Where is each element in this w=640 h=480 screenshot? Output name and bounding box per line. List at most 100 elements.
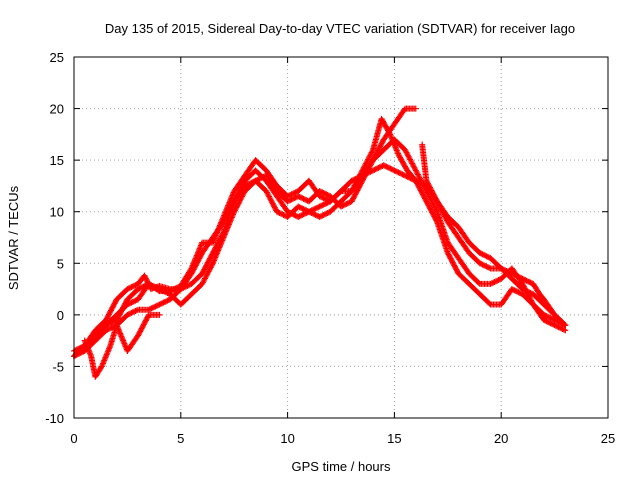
data-point — [394, 168, 401, 175]
data-point — [307, 208, 314, 215]
data-point — [155, 302, 162, 309]
data-point — [297, 212, 304, 219]
data-point — [320, 201, 327, 208]
y-tick-label: 0 — [57, 308, 64, 323]
data-point — [320, 190, 327, 197]
data-point — [288, 191, 295, 198]
data-point — [550, 316, 557, 323]
data-series — [71, 105, 569, 380]
data-point — [562, 322, 569, 329]
data-point — [152, 303, 159, 310]
data-point — [546, 314, 553, 321]
data-point — [105, 320, 112, 327]
data-point — [288, 196, 295, 203]
data-point — [498, 265, 505, 272]
data-point — [257, 175, 264, 182]
data-point — [412, 105, 419, 112]
data-point — [108, 319, 115, 326]
y-tick-label: 5 — [57, 256, 64, 271]
data-point — [132, 297, 139, 304]
data-point — [519, 275, 526, 282]
data-point — [179, 285, 186, 292]
data-point — [143, 282, 150, 289]
plot-frame — [73, 56, 609, 419]
data-point — [164, 297, 171, 304]
data-point — [296, 213, 303, 220]
data-point — [495, 277, 502, 284]
data-point — [131, 308, 138, 315]
data-point — [378, 163, 385, 170]
data-point — [164, 289, 171, 296]
data-point — [400, 171, 407, 178]
data-point — [387, 165, 394, 172]
data-point — [109, 318, 116, 325]
data-point — [149, 282, 156, 289]
data-point — [147, 281, 154, 288]
data-point — [518, 275, 525, 282]
data-point — [296, 193, 303, 200]
data-point — [317, 193, 324, 200]
data-point — [161, 298, 168, 305]
data-point — [317, 188, 324, 195]
y-axis-label: SDTVAR / TECUs — [6, 185, 21, 290]
data-point — [478, 260, 485, 267]
data-point — [320, 195, 327, 202]
data-point — [156, 286, 163, 293]
data-point — [546, 319, 553, 326]
data-point — [374, 165, 381, 172]
data-point — [141, 282, 148, 289]
data-point — [526, 278, 533, 285]
data-point — [157, 300, 164, 307]
x-tick-label: 20 — [494, 431, 508, 446]
data-point — [129, 298, 136, 305]
data-point — [280, 211, 287, 218]
data-point — [103, 322, 110, 329]
data-point — [370, 167, 377, 174]
data-point — [544, 313, 551, 320]
data-point — [107, 325, 114, 332]
data-point — [299, 195, 306, 202]
data-point — [129, 309, 136, 316]
data-point — [502, 267, 509, 274]
data-point — [276, 210, 283, 217]
data-point — [486, 264, 493, 271]
data-point — [515, 273, 522, 280]
data-point — [209, 261, 216, 268]
x-tick-label: 0 — [70, 431, 77, 446]
data-point — [297, 194, 304, 201]
data-point — [107, 320, 114, 327]
data-point — [433, 217, 440, 224]
data-point — [484, 264, 491, 271]
data-point — [542, 317, 549, 324]
series-track-5 — [81, 311, 163, 380]
data-point — [547, 315, 554, 322]
data-point — [156, 311, 163, 318]
data-point — [404, 173, 411, 180]
data-point — [287, 197, 294, 204]
data-point — [321, 190, 328, 197]
data-point — [390, 166, 397, 173]
data-point — [125, 285, 132, 292]
data-point — [348, 177, 355, 184]
data-point — [375, 164, 382, 171]
data-point — [141, 272, 148, 279]
data-point — [128, 284, 135, 291]
data-point — [163, 289, 170, 296]
data-point — [160, 299, 167, 306]
data-point — [309, 206, 316, 213]
data-point — [285, 197, 292, 204]
data-point — [511, 287, 518, 294]
data-point — [369, 148, 376, 155]
data-point — [131, 298, 138, 305]
x-tick-label: 10 — [280, 431, 294, 446]
data-point — [319, 202, 326, 209]
data-point — [527, 279, 534, 286]
x-tick-label: 25 — [601, 431, 615, 446]
data-point — [299, 205, 306, 212]
data-point — [128, 299, 135, 306]
data-point — [382, 162, 389, 169]
data-point — [172, 285, 179, 292]
data-point — [514, 288, 521, 295]
data-point — [143, 276, 150, 283]
data-point — [408, 175, 415, 182]
